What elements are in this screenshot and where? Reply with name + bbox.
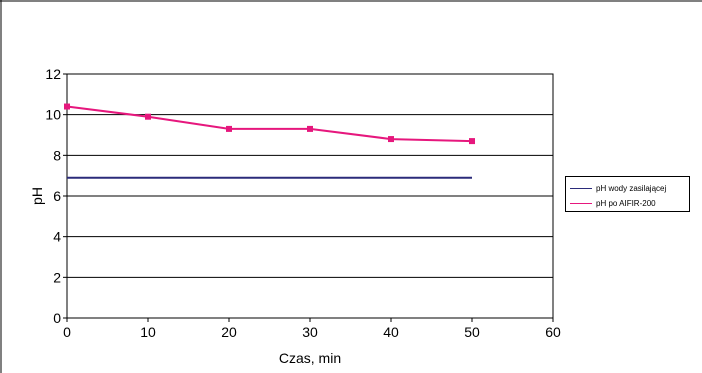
grid-layer: [67, 114, 553, 278]
legend-label-after-aifir: pH po AIFIR-200: [596, 198, 656, 208]
y-tick-label-10: 10: [45, 107, 61, 123]
series-1-point-50: [469, 138, 475, 145]
x-tick-label-0: 0: [63, 324, 71, 340]
legend-item-feed-water: pH wody zasilającej: [570, 181, 666, 195]
x-tick-label-10: 10: [140, 324, 156, 340]
series-1-point-30: [307, 125, 313, 132]
legend-swatch-feed-water: [570, 187, 592, 189]
series-line-1: [66, 105, 473, 143]
legend-swatch-after-aifir: [570, 202, 592, 204]
legend: pH wody zasilającej pH po AIFIR-200: [565, 176, 690, 212]
y-tick-label-0: 0: [53, 310, 61, 326]
series-1-point-10: [145, 113, 151, 120]
y-tick-label-8: 8: [53, 147, 61, 163]
legend-item-after-aifir: pH po AIFIR-200: [570, 196, 656, 210]
y-axis-ticks: 0 2 4 6 8 10 12: [45, 66, 67, 326]
x-axis-title: Czas, min: [279, 350, 341, 366]
series-layer: [64, 103, 475, 179]
x-tick-label-20: 20: [221, 324, 237, 340]
y-tick-label-4: 4: [53, 229, 61, 245]
x-tick-label-30: 30: [302, 324, 318, 340]
legend-label-feed-water: pH wody zasilającej: [596, 183, 667, 193]
series-1-point-20: [226, 125, 232, 132]
y-tick-label-6: 6: [53, 188, 61, 204]
y-axis-title: pH: [29, 187, 45, 205]
x-axis-ticks: 0 10 20 30 40 50 60: [63, 318, 561, 340]
x-tick-label-40: 40: [383, 324, 399, 340]
y-tick-label-12: 12: [45, 66, 61, 82]
series-1-point-40: [388, 136, 394, 143]
x-tick-label-50: 50: [464, 324, 480, 340]
x-tick-label-60: 60: [545, 324, 561, 340]
y-tick-label-2: 2: [53, 269, 61, 285]
series-1-point-0: [64, 103, 70, 110]
